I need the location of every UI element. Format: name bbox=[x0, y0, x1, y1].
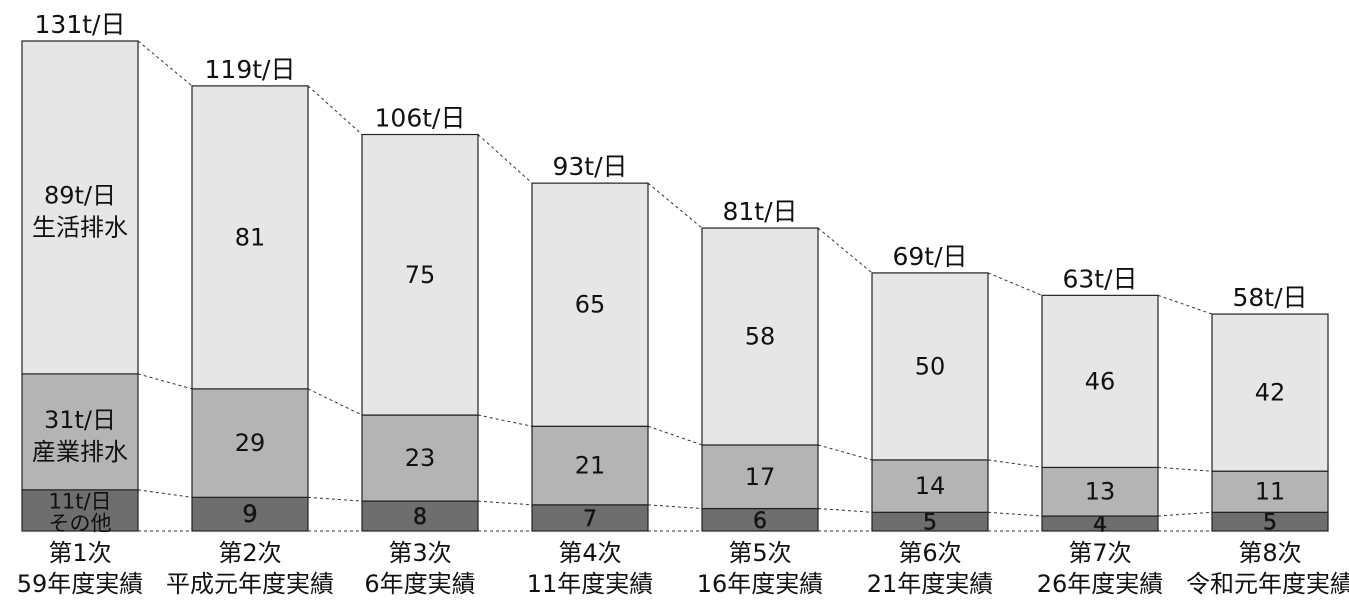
data-label: 81 bbox=[235, 223, 266, 251]
bar-segment bbox=[871, 459, 989, 513]
data-label: 42 bbox=[1255, 379, 1286, 407]
connector-line bbox=[1157, 511, 1213, 517]
connector-line bbox=[307, 85, 363, 135]
total-label: 69t/日 bbox=[892, 242, 967, 271]
connector-line bbox=[817, 444, 873, 461]
bar-segment bbox=[361, 133, 479, 416]
total-label: 93t/日 bbox=[552, 152, 627, 181]
total-label: 58t/日 bbox=[1232, 283, 1307, 312]
bar-segment bbox=[21, 40, 139, 375]
connector-line bbox=[817, 508, 873, 513]
connector-line bbox=[1157, 294, 1213, 315]
data-label: 9 bbox=[242, 500, 257, 528]
data-label: 29 bbox=[235, 429, 266, 457]
data-label: 5 bbox=[1263, 511, 1277, 536]
data-label: 11t/日 bbox=[48, 489, 111, 513]
connector-line bbox=[477, 134, 533, 184]
total-label: 119t/日 bbox=[205, 55, 296, 84]
connector-line bbox=[1157, 466, 1213, 472]
connector-line bbox=[137, 40, 193, 87]
category-sublabel: 6年度実績 bbox=[364, 570, 475, 598]
data-label: 5 bbox=[923, 511, 937, 536]
data-label: 31t/日 bbox=[44, 406, 116, 434]
bar-segment bbox=[1041, 294, 1159, 469]
category-sublabel: 11年度実績 bbox=[527, 570, 654, 598]
category-label: 第7次 bbox=[1068, 539, 1131, 567]
bar-segment bbox=[1041, 466, 1159, 517]
category-sublabel: 平成元年度実績 bbox=[166, 570, 334, 598]
series-name-label: その他 bbox=[49, 511, 112, 535]
bar-segment bbox=[531, 182, 649, 427]
connector-line bbox=[817, 227, 873, 274]
bar-segment bbox=[191, 388, 309, 498]
data-label: 75 bbox=[405, 261, 436, 289]
category-sublabel: 21年度実績 bbox=[867, 570, 994, 598]
bar-segment bbox=[21, 489, 139, 532]
series-name-label: 生活排水 bbox=[32, 213, 128, 241]
data-label: 58 bbox=[745, 322, 776, 350]
data-label: 11 bbox=[1255, 478, 1286, 506]
bar-segment bbox=[361, 414, 479, 502]
category-sublabel: 59年度実績 bbox=[17, 570, 144, 598]
connector-line bbox=[647, 504, 703, 510]
connector-line bbox=[137, 373, 193, 390]
connector-line bbox=[137, 489, 193, 498]
connector-line bbox=[647, 182, 703, 229]
connector-line bbox=[647, 425, 703, 446]
data-label: 8 bbox=[413, 505, 427, 530]
connector-line bbox=[477, 500, 533, 506]
data-label: 13 bbox=[1085, 478, 1116, 506]
bar-segment bbox=[1211, 313, 1329, 472]
bar-segment bbox=[21, 373, 139, 491]
data-label: 46 bbox=[1085, 367, 1116, 395]
data-label: 17 bbox=[745, 463, 776, 491]
category-label: 第1次 bbox=[48, 539, 111, 567]
data-label: 65 bbox=[575, 291, 606, 319]
bar-segment bbox=[701, 227, 819, 446]
connector-line bbox=[307, 496, 363, 502]
connector-line bbox=[307, 388, 363, 416]
bar-segment bbox=[191, 496, 309, 532]
data-label: 89t/日 bbox=[44, 181, 116, 209]
data-label: 21 bbox=[575, 452, 606, 480]
connector-line bbox=[477, 414, 533, 427]
connector-line bbox=[987, 459, 1043, 468]
data-label: 14 bbox=[915, 472, 946, 500]
total-label: 63t/日 bbox=[1062, 264, 1137, 293]
data-label: 6 bbox=[753, 509, 767, 534]
bar-segment bbox=[1211, 470, 1329, 513]
category-label: 第8次 bbox=[1238, 539, 1301, 567]
data-label: 23 bbox=[405, 444, 436, 472]
category-label: 第4次 bbox=[558, 539, 621, 567]
total-label: 81t/日 bbox=[722, 197, 797, 226]
bar-segment bbox=[701, 444, 819, 510]
bar-segment bbox=[191, 85, 309, 390]
category-sublabel: 26年度実績 bbox=[1037, 570, 1164, 598]
data-label: 7 bbox=[583, 507, 597, 532]
category-sublabel: 16年度実績 bbox=[697, 570, 824, 598]
total-label: 131t/日 bbox=[35, 10, 126, 39]
series-name-label: 産業排水 bbox=[32, 438, 128, 466]
data-label: 50 bbox=[915, 352, 946, 380]
connector-line bbox=[987, 272, 1043, 296]
category-sublabel: 令和元年度実績 bbox=[1186, 570, 1349, 598]
total-label: 106t/日 bbox=[375, 104, 466, 133]
bar-segment bbox=[361, 500, 479, 532]
data-label: 4 bbox=[1093, 513, 1107, 538]
category-label: 第2次 bbox=[218, 539, 281, 567]
category-label: 第6次 bbox=[898, 539, 961, 567]
connector-line bbox=[987, 511, 1043, 517]
category-label: 第3次 bbox=[388, 539, 451, 567]
bar-segment bbox=[531, 425, 649, 506]
bar-segment bbox=[531, 504, 649, 532]
category-label: 第5次 bbox=[728, 539, 791, 567]
bar-segment bbox=[871, 272, 989, 461]
